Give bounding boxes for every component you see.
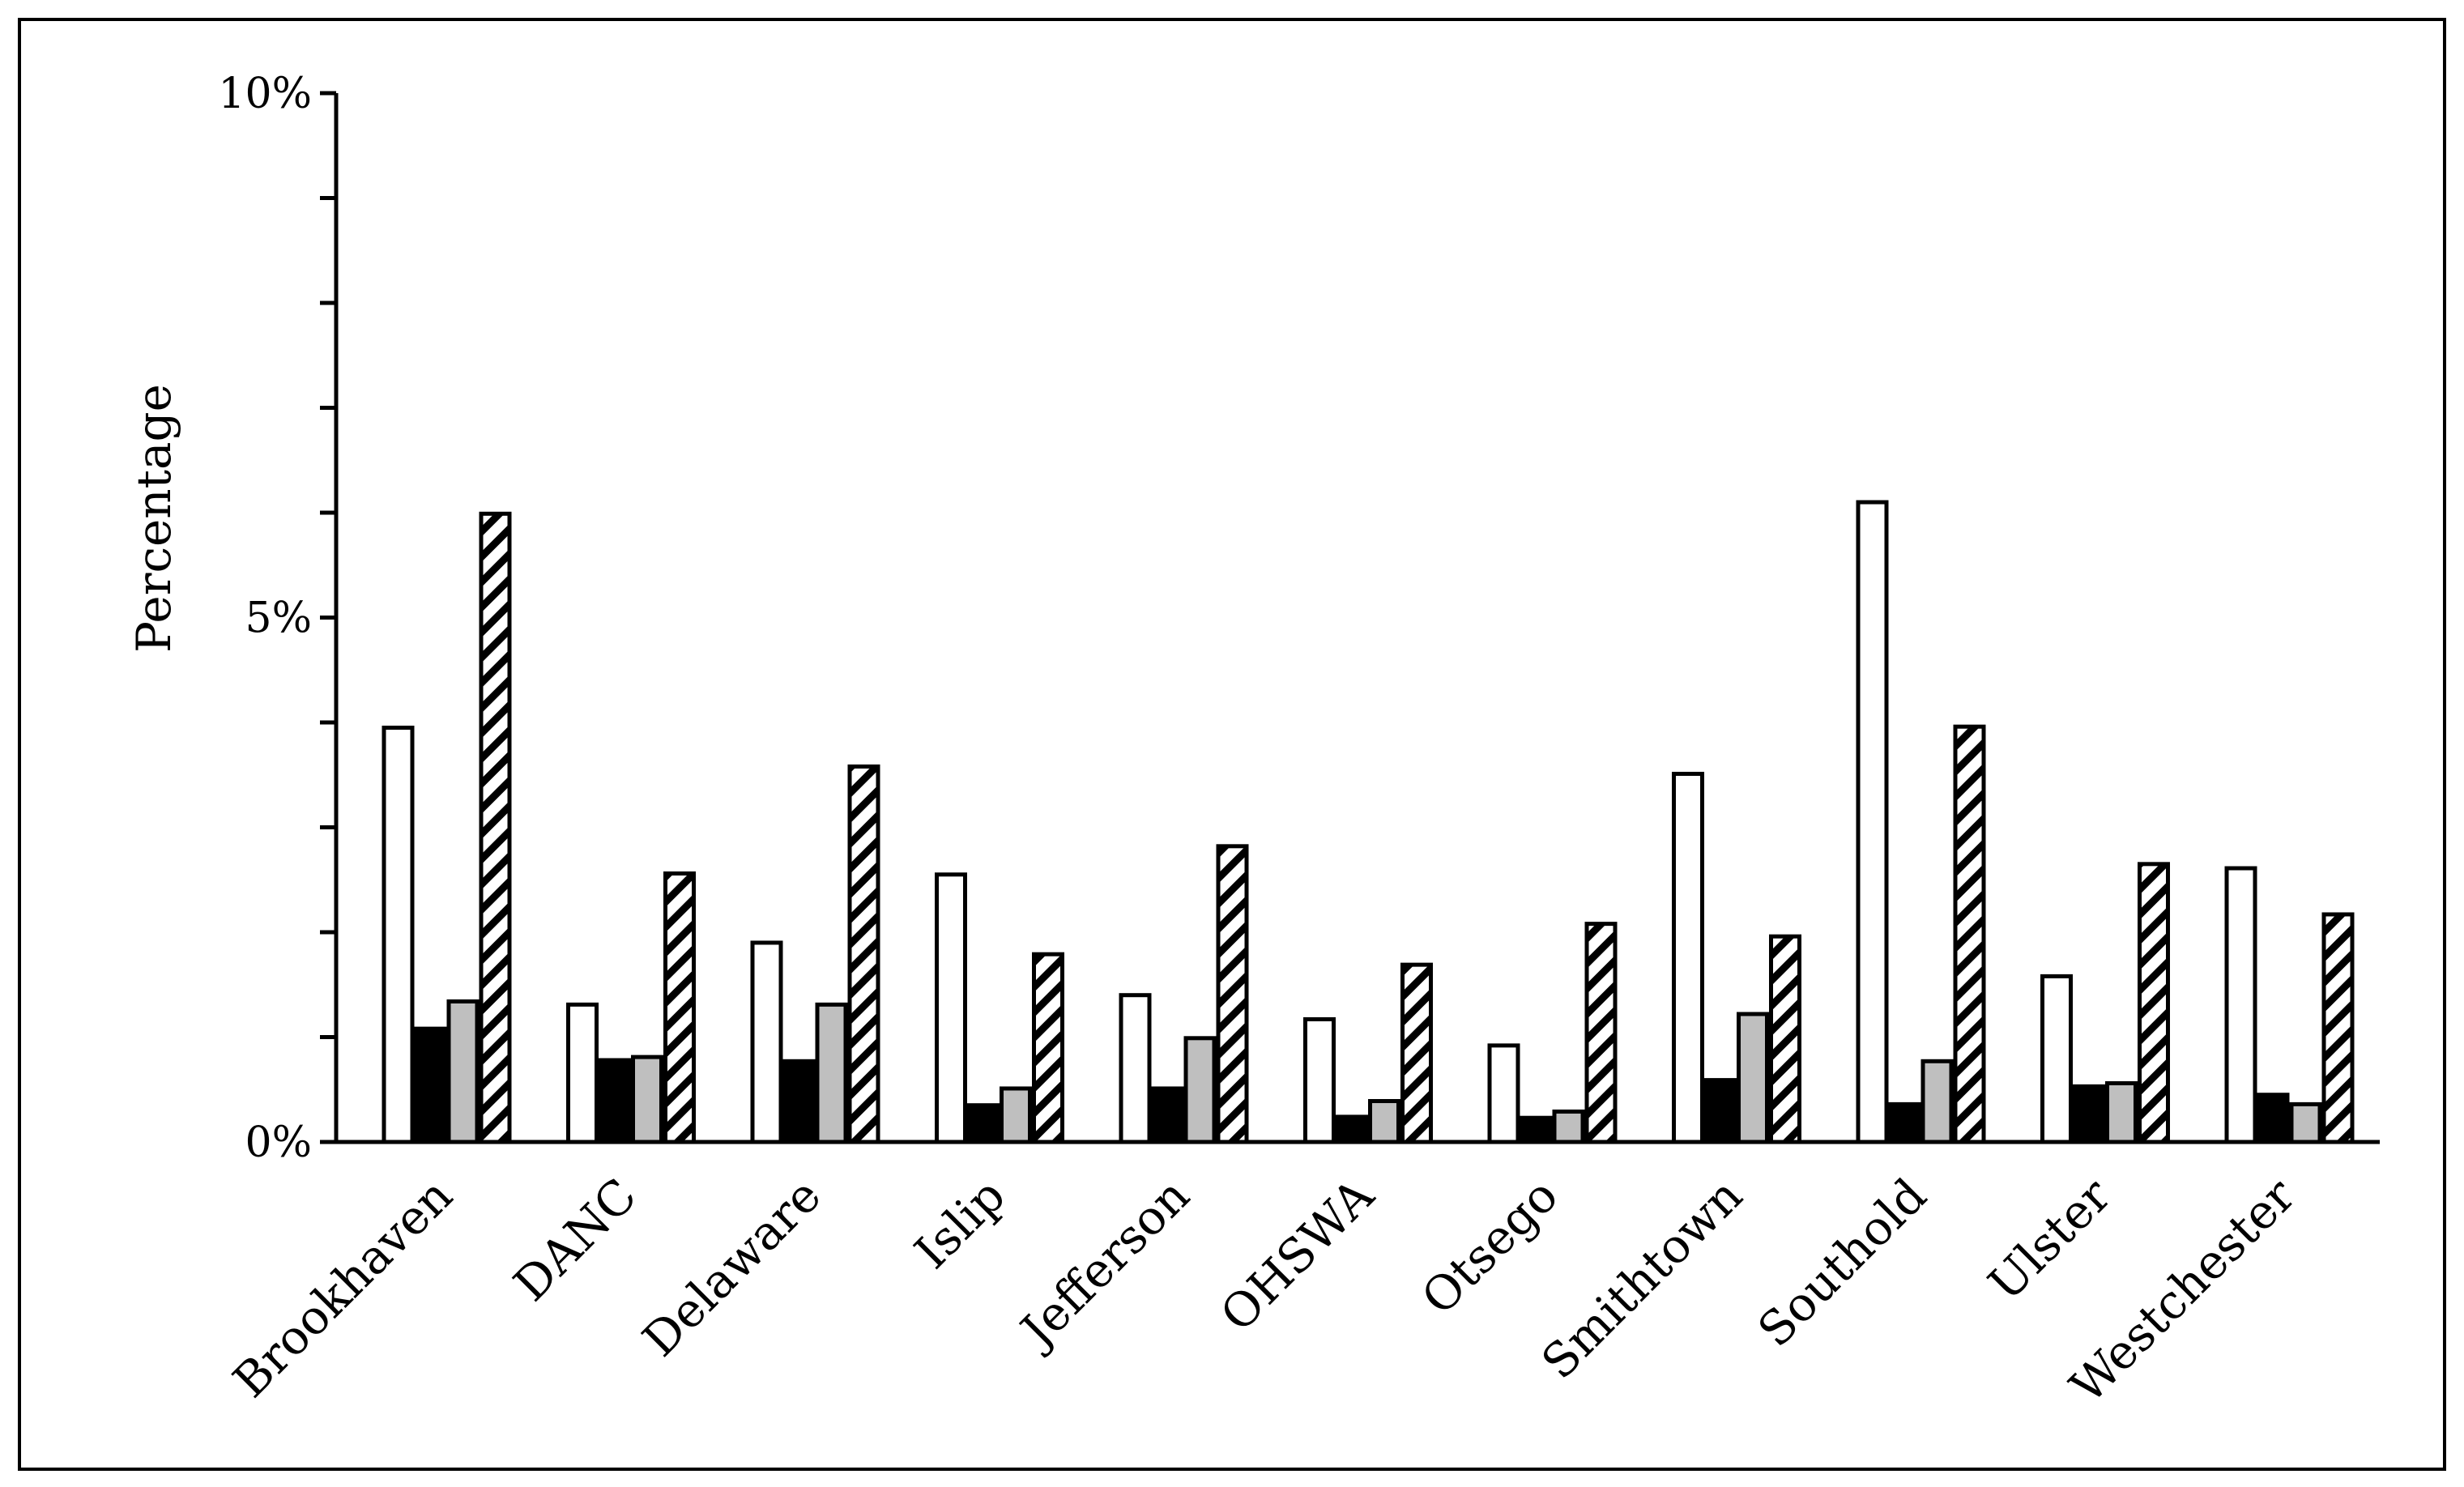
bar-hatched-smithtown [1769,934,1801,1144]
bar-hatched-ulster [2138,862,2170,1144]
x-tick-label: Ulster [1978,1168,2121,1311]
bar-black-brookhaven [414,1026,447,1144]
bar-black-ohswa [1336,1114,1368,1144]
x-tick-label: Jefferson [1008,1168,1200,1360]
bar-hatched-danc [663,871,696,1144]
bar-black-ulster [2073,1084,2105,1144]
bar-black-smithtown [1704,1078,1737,1144]
bar-hatched-ohswa [1400,962,1433,1144]
x-tick-label: DANC [503,1168,647,1312]
bar-hatched-southold [1953,724,1986,1144]
bar-white-westchester [2224,866,2257,1144]
bar-gray-delaware [815,1002,848,1144]
bar-black-otsego [1520,1115,1553,1144]
x-tick-label: Otsego [1411,1168,1568,1325]
bar-white-southold [1856,500,1889,1144]
y-tick-label: 5% [245,594,313,643]
bar-white-otsego [1487,1043,1520,1144]
bar-black-delaware [782,1059,816,1144]
bar-hatched-westchester [2321,912,2355,1144]
bar-hatched-jefferson [1216,844,1249,1144]
x-tick-label: Delaware [632,1168,831,1367]
bar-white-ohswa [1303,1016,1336,1144]
x-tick-label: Islip [904,1168,1016,1280]
bars-layer [382,500,2355,1144]
bar-hatched-delaware [847,764,880,1144]
bar-gray-islip [1000,1086,1032,1144]
bar-white-danc [566,1002,599,1144]
bar-black-danc [599,1058,631,1144]
bar-white-delaware [750,940,783,1144]
x-tick-label: Southold [1747,1168,1937,1357]
bar-hatched-islip [1032,952,1064,1144]
bar-gray-jefferson [1183,1036,1217,1144]
bar-gray-danc [631,1055,663,1144]
bar-gray-brookhaven [446,999,480,1144]
y-axis-label: Percentage [126,384,181,653]
bar-gray-otsego [1552,1109,1585,1144]
y-tick-label: 0% [245,1118,313,1167]
bar-white-ulster [2040,974,2073,1144]
bar-gray-ohswa [1368,1098,1400,1144]
bar-hatched-otsego [1584,922,1618,1144]
bar-gray-ulster [2105,1080,2138,1144]
x-tick-label: Smithtown [1531,1168,1753,1390]
chart-frame [18,18,2446,1471]
x-tick-label: Brookhaven [223,1168,463,1408]
bar-gray-westchester [2289,1101,2322,1144]
bar-black-jefferson [1151,1086,1184,1144]
bar-gray-southold [1920,1059,1954,1144]
bar-white-jefferson [1119,993,1152,1144]
bar-white-brookhaven [382,725,415,1144]
bar-hatched-brookhaven [479,511,512,1144]
y-tick-label: 10% [218,70,312,118]
bar-black-southold [1888,1101,1921,1144]
bar-gray-smithtown [1737,1012,1769,1144]
bar-white-smithtown [1672,771,1704,1144]
bar-black-westchester [2257,1093,2290,1144]
bar-black-islip [967,1103,1000,1144]
bar-white-islip [935,872,967,1144]
x-tick-label: OHSWA [1210,1167,1385,1342]
